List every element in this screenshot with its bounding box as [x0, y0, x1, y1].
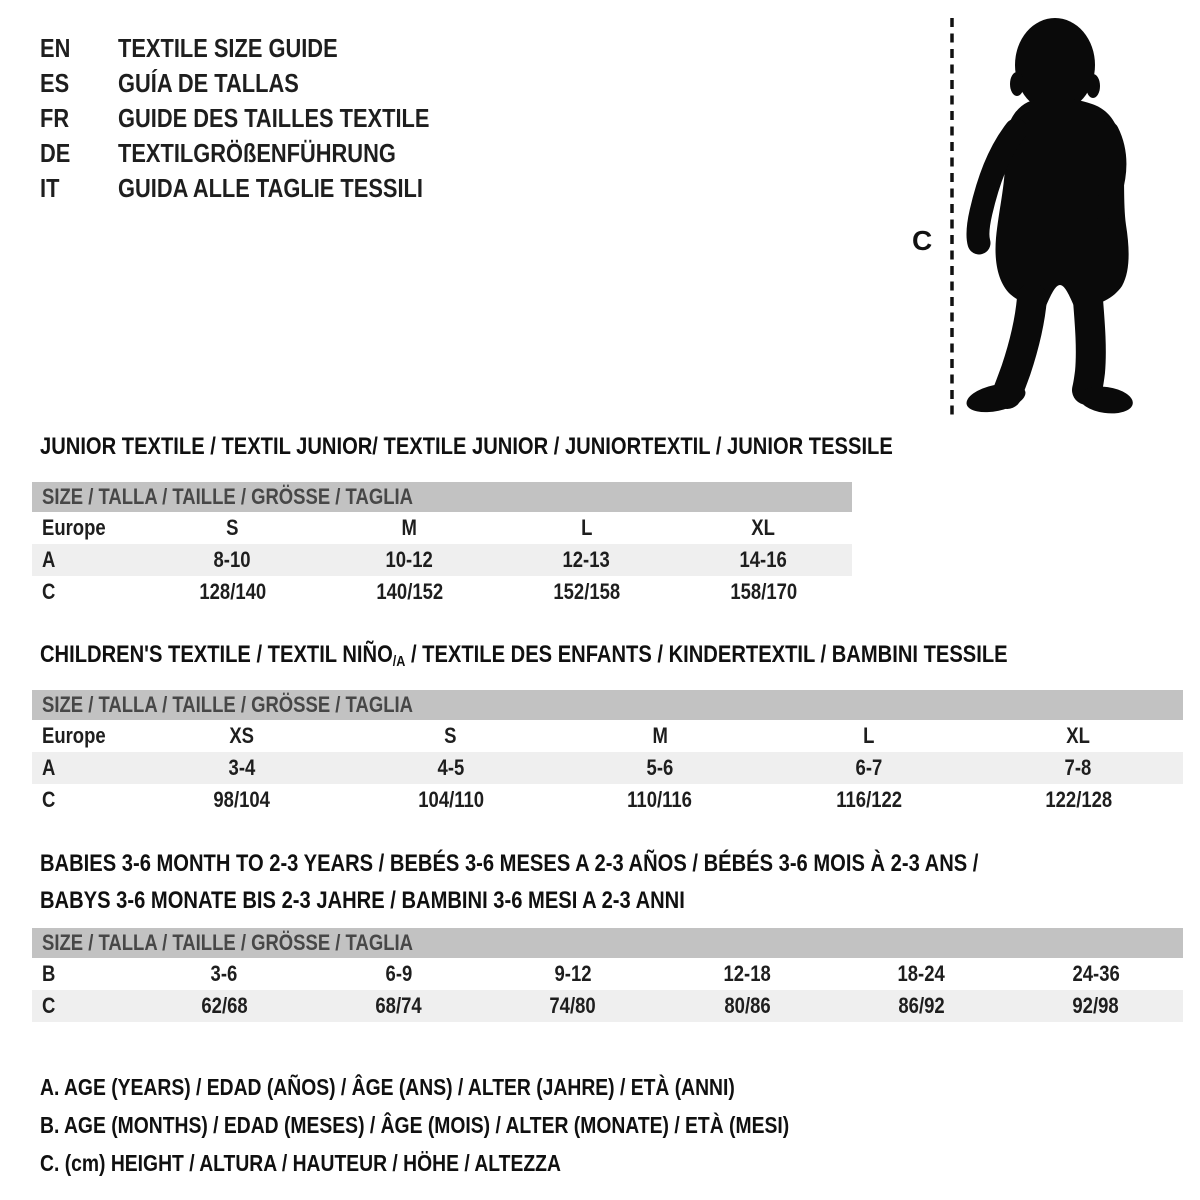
junior-section-heading: JUNIOR TEXTILE / TEXTIL JUNIOR/ TEXTILE …	[40, 433, 893, 460]
guide-title-it: GUIDA ALLE TAGLIE TESSILI	[118, 173, 423, 203]
junior-size-table: SIZE / TALLA / TAILLE / GRÖSSE / TAGLIA …	[32, 482, 852, 608]
table-row-height-cm: C 128/140 140/152 152/158 158/170	[42, 579, 797, 604]
size-header-bar: SIZE / TALLA / TAILLE / GRÖSSE / TAGLIA	[32, 482, 852, 512]
table-row-age-years: A 8-10 10-12 12-13 14-16	[32, 544, 852, 576]
guide-title-en: TEXTILE SIZE GUIDE	[118, 33, 338, 63]
baby-silhouette-figure: C	[912, 18, 1133, 415]
language-code: IT	[40, 173, 60, 203]
guide-title-de: TEXTILGRÖßENFÜHRUNG	[118, 138, 396, 168]
language-row-fr: FR GUIDE DES TAILLES TEXTILE	[40, 101, 489, 136]
language-code: FR	[40, 103, 70, 133]
language-row-en: EN TEXTILE SIZE GUIDE	[40, 31, 489, 66]
language-row-de: DE TEXTILGRÖßENFÜHRUNG	[40, 136, 489, 171]
language-code: EN	[40, 33, 71, 63]
measure-legend: A. AGE (YEARS) / EDAD (AÑOS) / ÂGE (ANS)…	[40, 1068, 932, 1182]
table-row-height-cm: C 62/68 68/74 74/80 80/86 86/92 92/98	[32, 990, 1183, 1022]
children-size-table: SIZE / TALLA / TAILLE / GRÖSSE / TAGLIA …	[32, 690, 1183, 816]
babies-size-table: SIZE / TALLA / TAILLE / GRÖSSE / TAGLIA …	[32, 928, 1183, 1022]
legend-age-months: B. AGE (MONTHS) / EDAD (MESES) / ÂGE (MO…	[40, 1112, 790, 1138]
children-section-heading: CHILDREN'S TEXTILE / TEXTIL NIÑO/A / TEX…	[40, 641, 1008, 671]
table-row-europe: Europe XS S M L XL	[42, 723, 1091, 748]
baby-silhouette-icon	[966, 18, 1133, 414]
size-header-bar: SIZE / TALLA / TAILLE / GRÖSSE / TAGLIA	[32, 690, 1183, 720]
language-code: DE	[40, 138, 71, 168]
size-header-bar: SIZE / TALLA / TAILLE / GRÖSSE / TAGLIA	[32, 928, 1183, 958]
language-code: ES	[40, 68, 70, 98]
legend-height-cm: C. (cm) HEIGHT / ALTURA / HAUTEUR / HÖHE…	[40, 1150, 561, 1176]
language-title-list: EN TEXTILE SIZE GUIDE ES GUÍA DE TALLAS …	[40, 31, 489, 206]
babies-section-heading: BABIES 3-6 MONTH TO 2-3 YEARS / BEBÉS 3-…	[40, 850, 979, 914]
legend-age-years: A. AGE (YEARS) / EDAD (AÑOS) / ÂGE (ANS)…	[40, 1074, 735, 1100]
guide-title-es: GUÍA DE TALLAS	[118, 68, 299, 98]
guide-title-fr: GUIDE DES TAILLES TEXTILE	[118, 103, 430, 133]
table-row-age-months: B 3-6 6-9 9-12 12-18 18-24 24-36	[42, 961, 1120, 986]
nino-a-subscript: /A	[392, 653, 406, 670]
language-row-es: ES GUÍA DE TALLAS	[40, 66, 489, 101]
height-measure-label: C	[912, 225, 932, 256]
language-row-it: IT GUIDA ALLE TAGLIE TESSILI	[40, 171, 489, 206]
table-row-europe: Europe S M L XL	[42, 515, 776, 540]
table-row-age-years: A 3-4 4-5 5-6 6-7 7-8	[32, 752, 1183, 784]
table-row-height-cm: C 98/104 104/110 110/116 116/122 122/128	[42, 787, 1112, 812]
